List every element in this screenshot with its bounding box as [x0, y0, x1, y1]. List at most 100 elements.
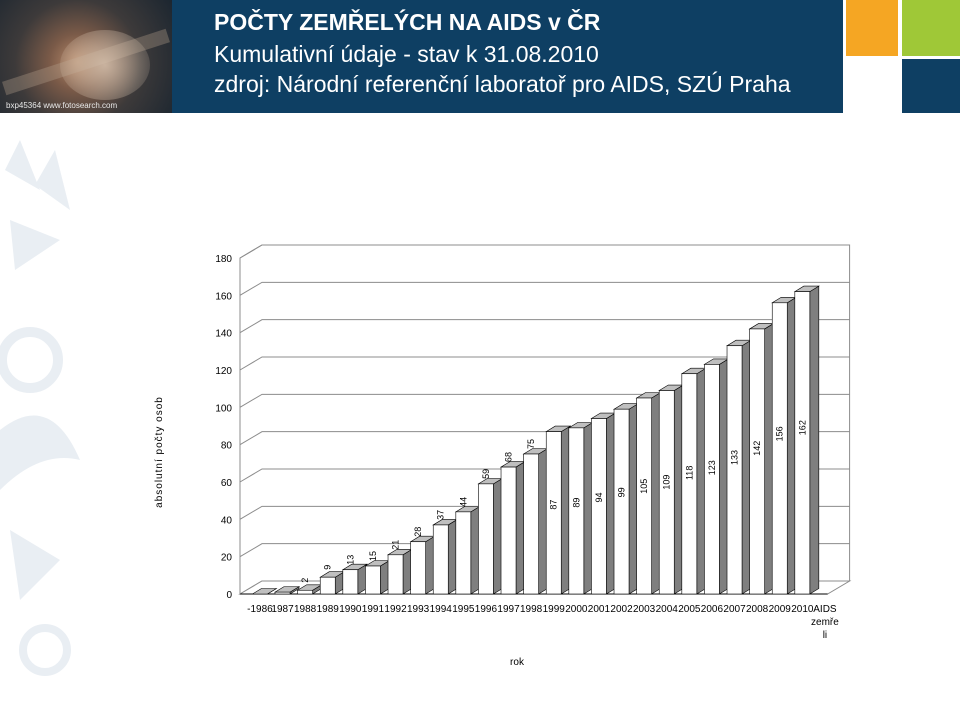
- bar: [794, 291, 811, 595]
- gridline: [239, 319, 850, 334]
- gridline: [239, 281, 850, 296]
- x-tick-label: 1999: [543, 604, 566, 615]
- bar: [523, 453, 539, 595]
- x-tick-label: 1994: [430, 604, 453, 615]
- bar: [478, 483, 494, 595]
- x-tick-label: 1990: [339, 604, 362, 615]
- data-label: 44: [458, 497, 468, 507]
- x-tick-label: 1992: [384, 604, 407, 615]
- data-label: 89: [571, 498, 581, 508]
- y-tick-label: 180: [215, 254, 232, 265]
- data-label: 21: [391, 540, 401, 550]
- data-label: 87: [549, 500, 559, 510]
- x-tick-label: 2001: [588, 604, 611, 615]
- x-tick-label-extra: li: [823, 630, 827, 641]
- y-tick-label: 60: [221, 478, 233, 489]
- bar: [365, 565, 381, 595]
- accent-square-white: [846, 59, 898, 113]
- bar-side: [809, 285, 820, 595]
- x-tick-label: 2000: [565, 604, 588, 615]
- bar: [681, 373, 698, 595]
- data-label: 123: [707, 460, 717, 475]
- x-tick-label: 2007: [723, 604, 746, 615]
- accent-square-green: [902, 0, 960, 56]
- bar: [545, 431, 562, 595]
- y-axis-label: absolutní počty osob: [154, 396, 165, 508]
- data-label: 2: [300, 578, 310, 583]
- data-label: 156: [775, 426, 785, 441]
- bar: [297, 589, 313, 595]
- data-label: 75: [526, 439, 536, 449]
- y-tick-label: 80: [221, 441, 233, 452]
- x-tick-label-extra: zemře: [811, 617, 839, 628]
- x-tick-label-extra: AIDS: [813, 604, 837, 615]
- bar: [591, 418, 607, 595]
- bar: [613, 408, 630, 595]
- slide-subtitle-date: Kumulativní údaje - stav k 31.08.2010: [214, 41, 599, 67]
- bar: [749, 328, 765, 595]
- header-photo: bxp45364 www.fotosearch.com: [0, 0, 172, 113]
- data-label: 15: [368, 551, 378, 561]
- bar-top: [251, 588, 278, 595]
- bar: [455, 511, 472, 595]
- bar: [500, 466, 517, 595]
- x-tick-label: 1996: [475, 604, 498, 615]
- x-tick-label: 2008: [746, 604, 769, 615]
- photo-watermark: bxp45364 www.fotosearch.com: [6, 101, 118, 110]
- bar: [432, 524, 449, 595]
- data-label: 99: [617, 487, 627, 497]
- x-tick-label: 1989: [317, 604, 340, 615]
- x-tick-label: 2002: [610, 604, 633, 615]
- data-label: 9: [323, 565, 333, 570]
- x-axis-label: rok: [510, 657, 525, 668]
- data-label: 118: [684, 466, 694, 480]
- x-tick-label: 1993: [407, 604, 430, 615]
- bar: [636, 397, 652, 595]
- bar: [568, 427, 585, 595]
- data-label: 142: [752, 441, 762, 456]
- bar: [319, 576, 336, 595]
- bar: [410, 541, 426, 595]
- x-tick-label: 2005: [678, 604, 701, 615]
- x-tick-label: 1998: [520, 604, 543, 615]
- data-label: 59: [481, 469, 491, 479]
- data-label: 133: [730, 450, 740, 465]
- x-tick-label: 2009: [769, 604, 792, 615]
- bar: [771, 302, 788, 595]
- x-tick-label: 1997: [497, 604, 520, 615]
- x-tick-label: 1991: [362, 604, 385, 615]
- slide-title: POČTY ZEMŘELÝCH NA AIDS v ČR: [214, 9, 601, 35]
- slide-subtitle-source: zdroj: Národní referenční laboratoř pro …: [214, 71, 791, 97]
- x-tick-label: 1987: [271, 604, 294, 615]
- data-label: 68: [504, 452, 514, 462]
- y-tick-label: 160: [215, 291, 232, 302]
- data-label: 105: [639, 479, 649, 494]
- data-label: 37: [436, 510, 446, 520]
- y-tick-label: 140: [215, 329, 232, 340]
- y-tick-label: 0: [226, 590, 232, 601]
- bar: [726, 345, 743, 595]
- y-tick-label: 20: [221, 553, 233, 564]
- bar: [658, 390, 675, 595]
- bar: [387, 554, 404, 595]
- gridline: [239, 244, 850, 259]
- data-label: 109: [662, 475, 672, 490]
- photo-glow: [60, 30, 150, 100]
- y-tick-label: 100: [215, 403, 232, 414]
- decorative-background-graphic: [0, 140, 80, 676]
- x-tick-label: 1988: [294, 604, 317, 615]
- x-tick-label: 2006: [701, 604, 724, 615]
- bar: [342, 569, 359, 595]
- data-label: 28: [413, 527, 423, 537]
- header: bxp45364 www.fotosearch.com POČTY ZEMŘEL…: [0, 0, 960, 114]
- gridline: [239, 356, 850, 371]
- accent-square-blue: [902, 59, 960, 113]
- x-tick-label: 2003: [633, 604, 656, 615]
- y-tick-label: 120: [215, 366, 232, 377]
- x-tick-label: 2010: [791, 604, 814, 615]
- bar: [274, 591, 291, 595]
- data-label: 94: [594, 492, 604, 502]
- x-tick-label: -1986: [247, 604, 273, 615]
